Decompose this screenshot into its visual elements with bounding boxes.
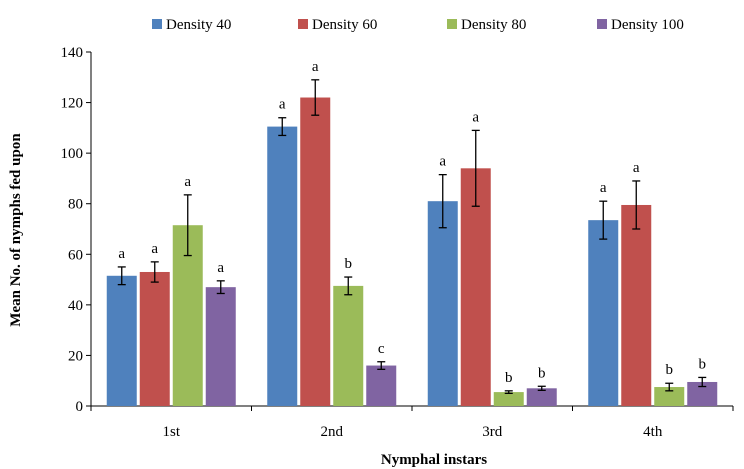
bar [267,126,298,406]
bar [654,387,685,406]
legend-swatch [597,19,607,29]
significance-letter: a [184,174,191,190]
bar [300,97,331,406]
significance-letter: a [118,246,125,262]
y-tick-label: 120 [61,96,84,112]
bar [366,365,397,406]
y-axis-label: Mean No. of nymphs fed upon [8,133,24,327]
significance-letter: a [279,97,286,113]
bars: a a a a a a b c a a b b a a b b [106,59,718,406]
x-tick-label: 1st [162,424,180,440]
significance-letter: b [538,365,546,381]
bar [139,271,170,406]
bar [333,285,364,406]
significance-letter: a [633,160,640,176]
bar [460,168,491,406]
legend-label: Density 80 [461,17,526,33]
bar [427,201,458,406]
x-axis-label: Nymphal instars [381,452,487,468]
legend: Density 40 Density 60 Density 80 Density 10… [152,17,684,33]
significance-letter: b [666,362,674,378]
y-tick-label: 100 [61,146,84,162]
bar [106,275,137,406]
significance-letter: b [699,356,707,372]
significance-letter: a [151,241,158,257]
y-tick-label: 40 [68,298,83,314]
significance-letter: a [217,260,224,276]
bar [493,392,524,406]
legend-label: Density 60 [312,17,377,33]
significance-letter: c [378,341,385,357]
significance-letter: b [505,370,513,386]
y-tick-label: 20 [68,348,83,364]
legend-swatch [447,19,457,29]
y-tick-label: 0 [76,399,84,415]
significance-letter: a [600,180,607,196]
significance-letter: b [345,256,353,272]
x-axis: 1st 2nd 3rd 4th [90,405,734,440]
bar [526,388,557,406]
y-tick-label: 80 [68,197,83,213]
bar [621,204,652,406]
x-tick-label: 3rd [482,424,502,440]
x-tick-label: 4th [643,424,663,440]
significance-letter: a [312,59,319,75]
significance-letter: a [472,109,479,125]
bar [588,220,619,406]
legend-swatch [298,19,308,29]
y-axis: 0 20 40 60 80 100 120 140 [61,45,92,415]
significance-letter: a [439,154,446,170]
x-tick-label: 2nd [321,424,344,440]
legend-swatch [152,19,162,29]
legend-label: Density 100 [611,17,684,33]
y-tick-label: 140 [61,45,84,61]
bar [205,287,236,406]
legend-label: Density 40 [166,17,231,33]
y-tick-label: 60 [68,247,83,263]
